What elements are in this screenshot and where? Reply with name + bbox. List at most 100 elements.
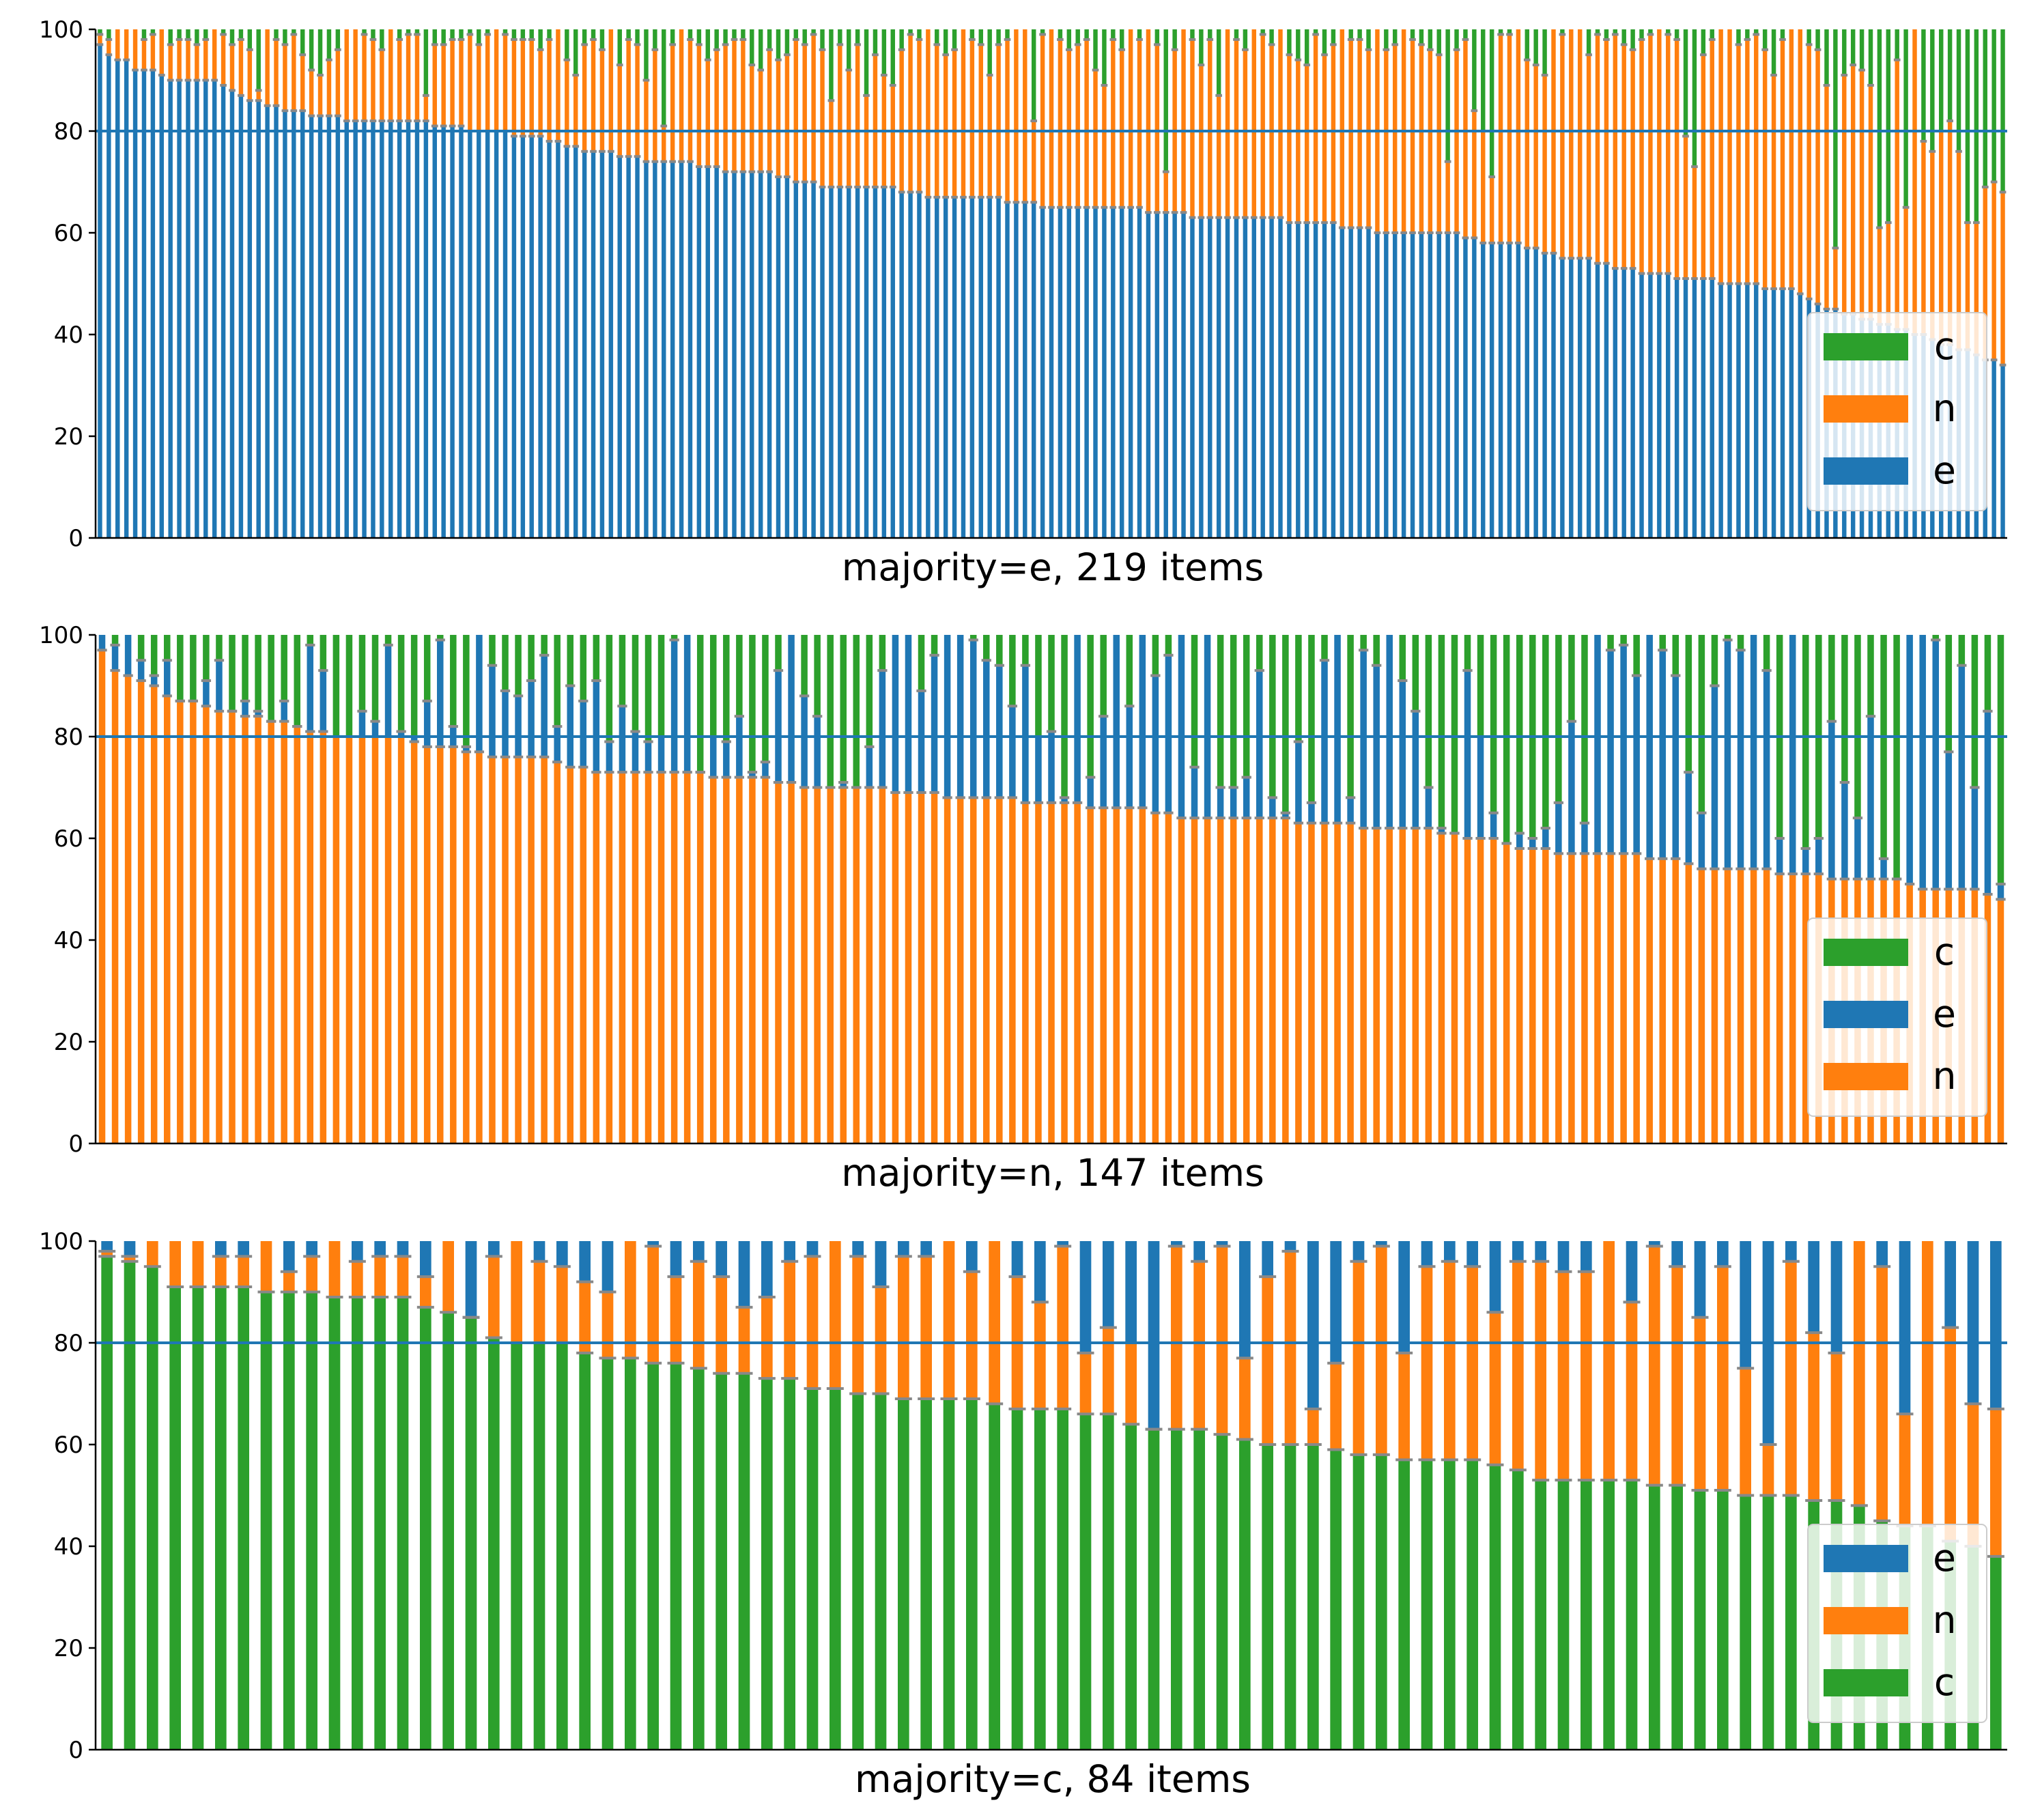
bar-segment-n — [1412, 828, 1419, 1143]
bar-segment-n — [177, 700, 184, 1143]
bar-segment-n — [529, 39, 534, 137]
bar-segment-n — [1776, 874, 1783, 1143]
bar-segment-e — [1384, 233, 1389, 538]
bar-segment-c — [1806, 29, 1811, 45]
bar-segment-e — [1607, 650, 1614, 854]
bar-segment-c — [838, 29, 842, 45]
bar-segment-c — [1048, 635, 1055, 732]
bar-segment-e — [1057, 1241, 1068, 1247]
bar-segment-n — [344, 29, 349, 122]
bar-segment-c — [306, 1292, 317, 1750]
bar-segment-n — [410, 741, 418, 1143]
bar-segment-n — [1895, 59, 1899, 330]
bar-segment-e — [477, 131, 481, 538]
bar-segment-e — [1854, 818, 1861, 879]
bar-segment-e — [1919, 635, 1926, 890]
bar-segment-n — [662, 126, 666, 162]
bar-segment-c — [326, 29, 332, 60]
bar-segment-c — [1066, 29, 1072, 50]
bar-segment-n — [1125, 1343, 1137, 1425]
bar-segment-n — [164, 696, 171, 1143]
bar-segment-c — [1698, 635, 1705, 813]
bar-segment-e — [98, 44, 102, 539]
bar-segment-c — [1771, 29, 1776, 76]
bar-segment-c — [547, 29, 552, 40]
bar-segment-n — [1542, 75, 1547, 253]
bar-segment-e — [1464, 670, 1471, 838]
bar-segment-n — [1428, 49, 1433, 233]
bar-segment-e — [811, 182, 816, 538]
bar-segment-e — [1489, 1241, 1501, 1313]
bar-segment-e — [1278, 217, 1283, 538]
bar-segment-e — [1234, 217, 1239, 538]
bar-segment-e — [1154, 212, 1160, 538]
legend-label-c: c — [1934, 324, 1955, 368]
bar-segment-c — [1633, 635, 1640, 676]
bar-segment-e — [1736, 283, 1741, 538]
bar-segment-c — [943, 29, 948, 55]
bar-segment-e — [1724, 640, 1731, 869]
bar-segment-e — [1718, 283, 1723, 538]
bar-segment-n — [830, 1241, 841, 1389]
bar-segment-c — [190, 635, 197, 701]
bar-segment-c — [1903, 29, 1908, 208]
bar-segment-c — [758, 29, 763, 70]
bar-segment-n — [1560, 34, 1565, 259]
bar-segment-c — [216, 635, 223, 661]
bar-segment-n — [1603, 1241, 1615, 1481]
bar-segment-c — [1489, 29, 1494, 177]
bar-segment-e — [761, 1241, 773, 1297]
bar-segment-n — [216, 711, 223, 1143]
bar-segment-n — [1014, 29, 1019, 203]
bar-segment-c — [1877, 29, 1882, 228]
bar-segment-c — [647, 1363, 659, 1750]
bar-segment-c — [203, 29, 208, 40]
bar-segment-e — [247, 100, 253, 539]
bar-segment-c — [533, 1343, 545, 1750]
bar-segment-e — [1445, 233, 1450, 538]
bar-segment-e — [855, 186, 860, 538]
bar-segment-e — [371, 721, 379, 737]
bar-segment-e — [1304, 223, 1309, 538]
bar-segment-e — [1754, 283, 1759, 538]
bar-segment-n — [358, 737, 366, 1143]
bar-segment-c — [1762, 1495, 1774, 1750]
bar-segment-n — [635, 44, 640, 157]
bar-segment-e — [1412, 711, 1419, 829]
bar-segment-c — [723, 635, 730, 742]
bar-segment-e — [1230, 787, 1237, 819]
bar-segment-c — [1035, 635, 1042, 737]
bar-segment-e — [1481, 242, 1486, 538]
bar-segment-c — [1560, 29, 1565, 35]
bar-segment-e — [784, 177, 790, 538]
bar-segment-c — [1477, 635, 1484, 737]
bar-segment-e — [1594, 635, 1601, 854]
bar-segment-n — [1620, 853, 1627, 1143]
bar-segment-e — [1295, 741, 1302, 823]
bar-segment-n — [1581, 853, 1588, 1143]
bar-segment-n — [855, 44, 860, 187]
bar-segment-n — [1307, 1408, 1319, 1445]
bar-segment-n — [956, 797, 964, 1143]
bar-segment-n — [693, 1261, 705, 1369]
bar-segment-c — [1193, 1429, 1205, 1750]
legend-swatch-e — [1824, 1545, 1908, 1572]
bar-segment-n — [309, 70, 314, 116]
bar-segment-n — [1399, 828, 1406, 1143]
bar-segment-n — [1754, 34, 1759, 284]
bar-segment-n — [890, 85, 895, 187]
bar-segment-e — [784, 1241, 795, 1262]
bar-segment-e — [1630, 268, 1635, 538]
bar-segment-e — [1163, 212, 1168, 538]
bar-segment-n — [459, 39, 464, 126]
bar-segment-n — [1806, 44, 1811, 299]
bar-segment-e — [1079, 1241, 1092, 1353]
bar-segment-c — [168, 29, 173, 45]
bar-segment-n — [1613, 34, 1618, 269]
bar-segment-n — [1594, 853, 1601, 1143]
bar-segment-e — [229, 90, 235, 538]
bar-segment-c — [625, 1358, 636, 1750]
bar-segment-c — [317, 29, 323, 76]
bar-segment-n — [1352, 1261, 1365, 1455]
bar-segment-n — [710, 777, 717, 1143]
